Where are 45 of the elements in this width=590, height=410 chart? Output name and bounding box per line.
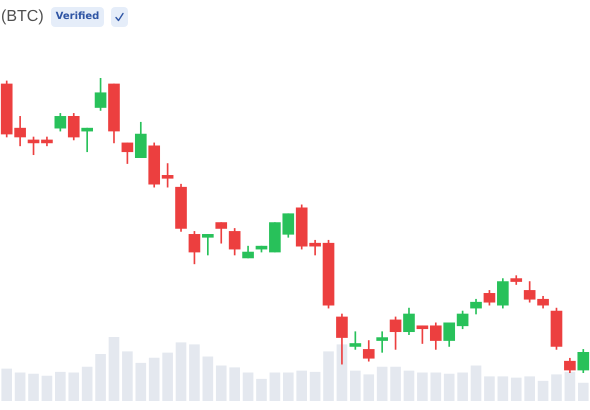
bar bbox=[336, 344, 348, 401]
bar bbox=[498, 376, 508, 401]
bar bbox=[256, 378, 267, 401]
bar bbox=[376, 366, 388, 401]
bar bbox=[68, 372, 80, 401]
bar bbox=[95, 354, 106, 401]
bar bbox=[363, 374, 374, 401]
bar bbox=[242, 372, 254, 401]
bar bbox=[538, 380, 548, 401]
bar bbox=[524, 376, 535, 401]
text: Verified bbox=[50, 7, 104, 27]
bar bbox=[82, 366, 92, 401]
bar bbox=[323, 351, 334, 401]
bar bbox=[42, 376, 52, 401]
bar bbox=[296, 370, 308, 401]
bar bbox=[148, 358, 160, 401]
bar bbox=[417, 372, 428, 401]
bar bbox=[202, 356, 214, 401]
bar bbox=[176, 342, 186, 401]
bar bbox=[457, 372, 468, 401]
bar bbox=[229, 367, 240, 401]
bar bbox=[122, 351, 133, 401]
bar bbox=[270, 372, 280, 401]
chart-title: (BTC) bbox=[1, 7, 44, 27]
bar bbox=[551, 374, 562, 401]
bar bbox=[108, 337, 120, 401]
bar bbox=[470, 365, 482, 401]
bar bbox=[28, 374, 39, 401]
bar bbox=[578, 382, 589, 401]
bar bbox=[282, 372, 294, 401]
bar bbox=[55, 372, 66, 401]
bar bbox=[189, 344, 200, 401]
bar bbox=[162, 352, 173, 401]
bar bbox=[135, 362, 146, 401]
bar bbox=[404, 370, 414, 401]
bar bbox=[350, 370, 361, 401]
bar bbox=[510, 378, 522, 401]
bar bbox=[1, 368, 12, 401]
bar bbox=[14, 372, 26, 401]
bar bbox=[310, 372, 320, 401]
bar bbox=[216, 365, 227, 401]
bar bbox=[444, 374, 455, 401]
bar bbox=[430, 372, 442, 401]
bar bbox=[484, 376, 495, 401]
bar bbox=[390, 366, 401, 401]
